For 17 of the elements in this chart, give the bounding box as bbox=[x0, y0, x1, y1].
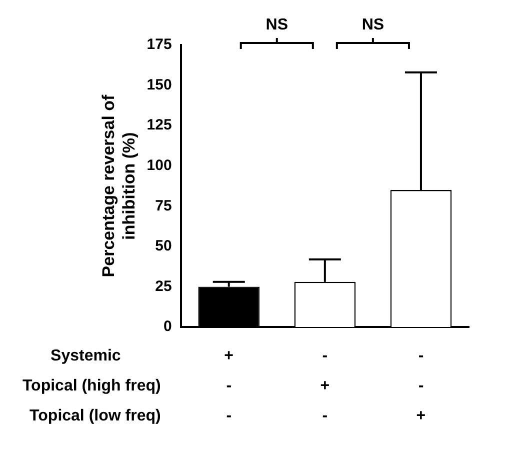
y-tick-label: 125 bbox=[146, 116, 172, 134]
x-tick-label: - + - bbox=[320, 347, 330, 424]
y-tick-label: 150 bbox=[146, 76, 172, 94]
text: Topical (low freq) bbox=[30, 407, 161, 424]
y-tick-label: 100 bbox=[146, 157, 172, 174]
text: NS bbox=[266, 16, 288, 34]
y-tick-label: 75 bbox=[155, 197, 172, 214]
text: Topical (high freq) bbox=[22, 377, 161, 394]
y-tick-label: 0 bbox=[163, 318, 172, 336]
x-tick-label: + - - bbox=[224, 347, 234, 424]
x-tick-label: - - + bbox=[416, 347, 426, 424]
text: NS bbox=[362, 16, 384, 34]
text: Systemic bbox=[50, 347, 121, 364]
y-tick-label: 50 bbox=[155, 238, 172, 255]
y-tick-label: 175 bbox=[146, 36, 172, 54]
y-tick-label: 25 bbox=[155, 278, 172, 295]
y-axis-title: Percentage reversal of inhibition (%) bbox=[98, 94, 138, 278]
